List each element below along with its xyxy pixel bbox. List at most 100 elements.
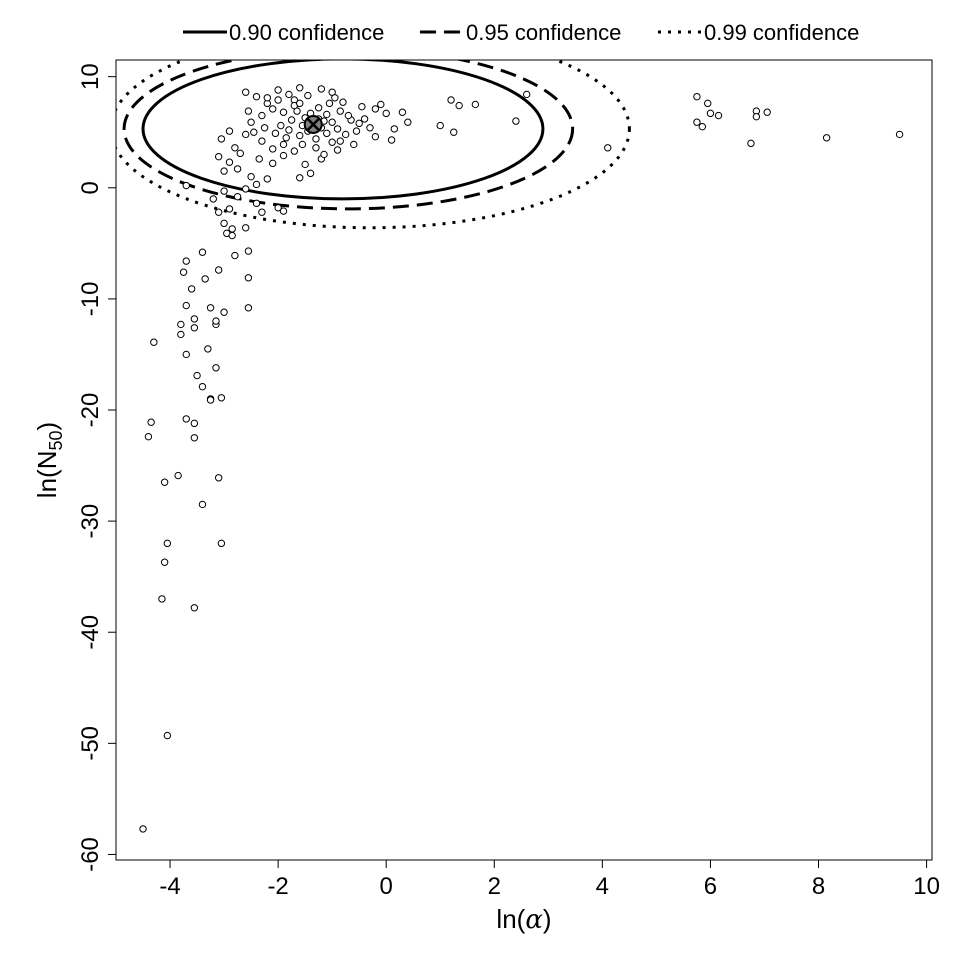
data-point [250,128,258,136]
data-point [231,251,239,260]
data-point [296,174,304,182]
data-point [190,324,199,332]
data-point [269,159,277,168]
data-point [355,119,363,128]
data-point [258,111,266,120]
y-tick-label: 10 [77,63,104,90]
data-point [274,204,282,212]
data-point [190,434,199,442]
data-point [763,108,771,116]
data-point [206,304,215,312]
data-point [241,88,250,96]
data-point [747,139,755,148]
data-point [298,140,307,149]
data-point [328,118,336,126]
data-point [244,107,253,115]
data-point [371,132,380,141]
x-tick-label: -4 [159,873,180,900]
data-point [258,208,266,216]
data-point [301,160,309,169]
data-point [312,144,320,152]
data-point [371,105,380,113]
data-point [190,419,199,428]
data-point [179,268,188,276]
data-point [274,86,282,94]
data-point [269,145,277,153]
data-point [139,825,147,833]
data-point [198,382,207,391]
data-point [296,99,304,108]
x-tick-label: 6 [704,873,717,900]
data-point [198,500,207,509]
data-point [382,109,390,118]
data-point [366,124,374,132]
data-point [225,158,234,166]
data-point [190,604,199,612]
data-point [150,338,158,346]
data-point [314,104,323,112]
data-point [160,478,169,486]
data-point [201,275,209,283]
data-point [398,108,407,116]
data-point [163,731,172,740]
data-point [323,129,331,138]
data-point [160,558,169,566]
data-point [220,308,228,316]
data-point [217,394,226,402]
data-point [274,96,282,104]
x-axis: -4 -2 0 2 4 6 8 10 [159,860,940,900]
y-tick-label: -50 [77,726,104,761]
data-point [220,219,228,228]
data-point [212,317,220,325]
data-point [269,105,277,113]
plot-frame [115,59,933,861]
data-point [279,207,288,215]
data-point [333,146,342,154]
data-point [244,274,253,282]
legend-label: 0.95 confidence [466,20,621,45]
data-point [512,117,520,125]
y-tick-label: -30 [77,504,104,539]
data-point [247,118,255,126]
data-point [895,130,904,139]
y-tick-label: 0 [77,181,104,194]
data-point [241,185,250,193]
data-point [328,138,336,146]
data-point [206,396,215,404]
data-point [304,91,312,100]
y-tick-label: -40 [77,615,104,650]
y-tick-label: -60 [77,837,104,872]
data-point [182,181,190,190]
data-point [212,364,220,372]
data-point [339,98,347,106]
data-point [352,127,361,135]
data-point [220,187,228,195]
data-point [174,471,182,480]
data-point [350,140,358,149]
data-point [279,140,288,149]
data-point [228,231,236,240]
data-point [214,474,223,482]
data-point [604,144,612,152]
data-point [244,247,253,255]
data-point [450,128,458,136]
data-point [263,94,272,102]
x-tick-label: 10 [913,873,940,900]
data-point [144,432,153,441]
data-point [209,195,217,203]
data-point [236,149,244,158]
best-fit-marker [303,114,323,134]
data-point [296,84,304,92]
data-point [447,96,455,104]
data-point [336,107,344,115]
data-point [190,315,199,323]
data-point [344,111,353,120]
data-point [377,100,385,109]
data-point [228,225,236,233]
data-point [341,130,350,139]
data-point [285,126,293,134]
data-point [225,205,234,213]
ellipse-0.99 [116,60,631,230]
data-point [177,320,185,329]
